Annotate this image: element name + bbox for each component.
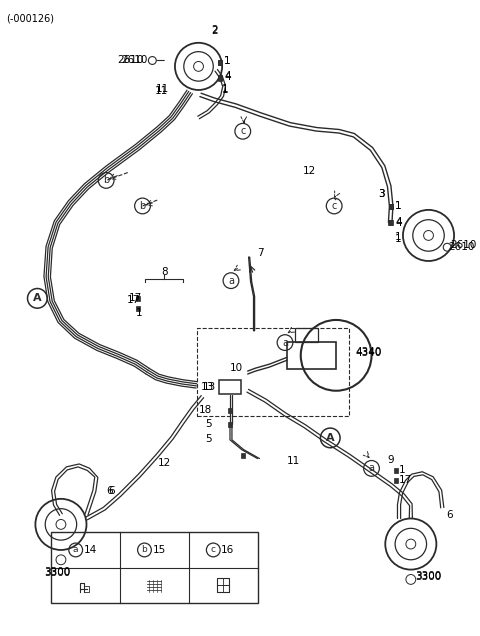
Text: 4: 4 (395, 218, 402, 228)
Text: b: b (103, 176, 109, 186)
Text: 1: 1 (399, 466, 406, 475)
Bar (287, 342, 336, 369)
Text: 1: 1 (224, 57, 231, 67)
Bar (219, 380, 241, 394)
Text: 4: 4 (395, 217, 402, 226)
Text: c: c (211, 546, 216, 555)
Text: a: a (73, 546, 78, 555)
Text: b: b (142, 546, 147, 555)
Text: 2610: 2610 (450, 240, 477, 251)
Text: 11: 11 (156, 84, 169, 94)
Text: A: A (33, 293, 42, 303)
Bar (218, 75, 222, 80)
Text: 2610: 2610 (448, 242, 475, 252)
Text: 14: 14 (84, 545, 97, 555)
Text: 11: 11 (287, 457, 300, 466)
Bar (228, 422, 232, 427)
Bar (217, 579, 229, 592)
Text: 4340: 4340 (356, 347, 382, 357)
Text: 2610: 2610 (117, 55, 144, 66)
Text: 3300: 3300 (44, 567, 70, 577)
Text: 4340: 4340 (356, 349, 382, 358)
Text: 12: 12 (303, 165, 316, 176)
Text: 7: 7 (257, 248, 264, 258)
Text: 1: 1 (395, 235, 402, 244)
Text: 5: 5 (205, 434, 212, 444)
Bar (197, 328, 349, 417)
Bar (218, 60, 222, 65)
Bar (241, 453, 245, 458)
Text: 6: 6 (446, 509, 453, 520)
Text: 3300: 3300 (415, 572, 441, 581)
Text: 6: 6 (106, 486, 113, 496)
Text: c: c (240, 127, 245, 136)
Text: 9: 9 (387, 455, 394, 464)
Text: 13: 13 (203, 382, 216, 392)
Bar (394, 478, 398, 483)
Text: 17: 17 (399, 475, 412, 485)
Text: 1: 1 (222, 85, 229, 95)
Bar (389, 205, 393, 209)
Bar (389, 220, 393, 225)
Text: 10: 10 (229, 363, 243, 373)
Text: 4: 4 (224, 71, 231, 81)
Bar (389, 205, 393, 209)
Text: 3: 3 (378, 189, 384, 199)
Text: 3300: 3300 (44, 568, 70, 577)
Text: c: c (332, 201, 337, 211)
Text: 1: 1 (136, 308, 143, 318)
Bar (136, 296, 140, 301)
Text: 17: 17 (129, 293, 143, 303)
Text: 3: 3 (378, 189, 384, 199)
Bar (394, 468, 398, 473)
Text: 1: 1 (224, 57, 231, 67)
Text: 15: 15 (152, 545, 166, 555)
Text: 13: 13 (201, 382, 214, 392)
Bar (388, 220, 392, 225)
Text: 8: 8 (161, 266, 168, 277)
Text: A: A (326, 433, 335, 443)
Bar (51, 532, 257, 603)
Bar (218, 60, 222, 65)
Text: 4: 4 (224, 73, 231, 82)
Text: 11: 11 (155, 86, 168, 96)
Text: 5: 5 (205, 419, 212, 429)
Text: a: a (282, 338, 288, 347)
Bar (218, 76, 222, 81)
Text: 6: 6 (108, 486, 115, 496)
Text: 2: 2 (211, 25, 217, 35)
Text: a: a (369, 464, 374, 473)
Text: 2: 2 (211, 26, 217, 36)
Bar (136, 306, 140, 310)
Text: 16: 16 (221, 545, 234, 555)
Text: 1: 1 (395, 201, 402, 211)
Text: 1: 1 (395, 201, 402, 211)
Text: (-000126): (-000126) (6, 13, 54, 24)
Text: b: b (139, 201, 145, 211)
Text: 1: 1 (222, 84, 229, 94)
Bar (295, 328, 318, 342)
Text: 18: 18 (199, 405, 212, 415)
Text: 1: 1 (395, 232, 402, 242)
Text: 3300: 3300 (415, 572, 441, 583)
Text: 12: 12 (158, 459, 171, 469)
Bar (228, 408, 232, 413)
Text: 2610: 2610 (121, 55, 147, 66)
Text: a: a (228, 275, 234, 286)
Text: 17: 17 (127, 295, 141, 305)
